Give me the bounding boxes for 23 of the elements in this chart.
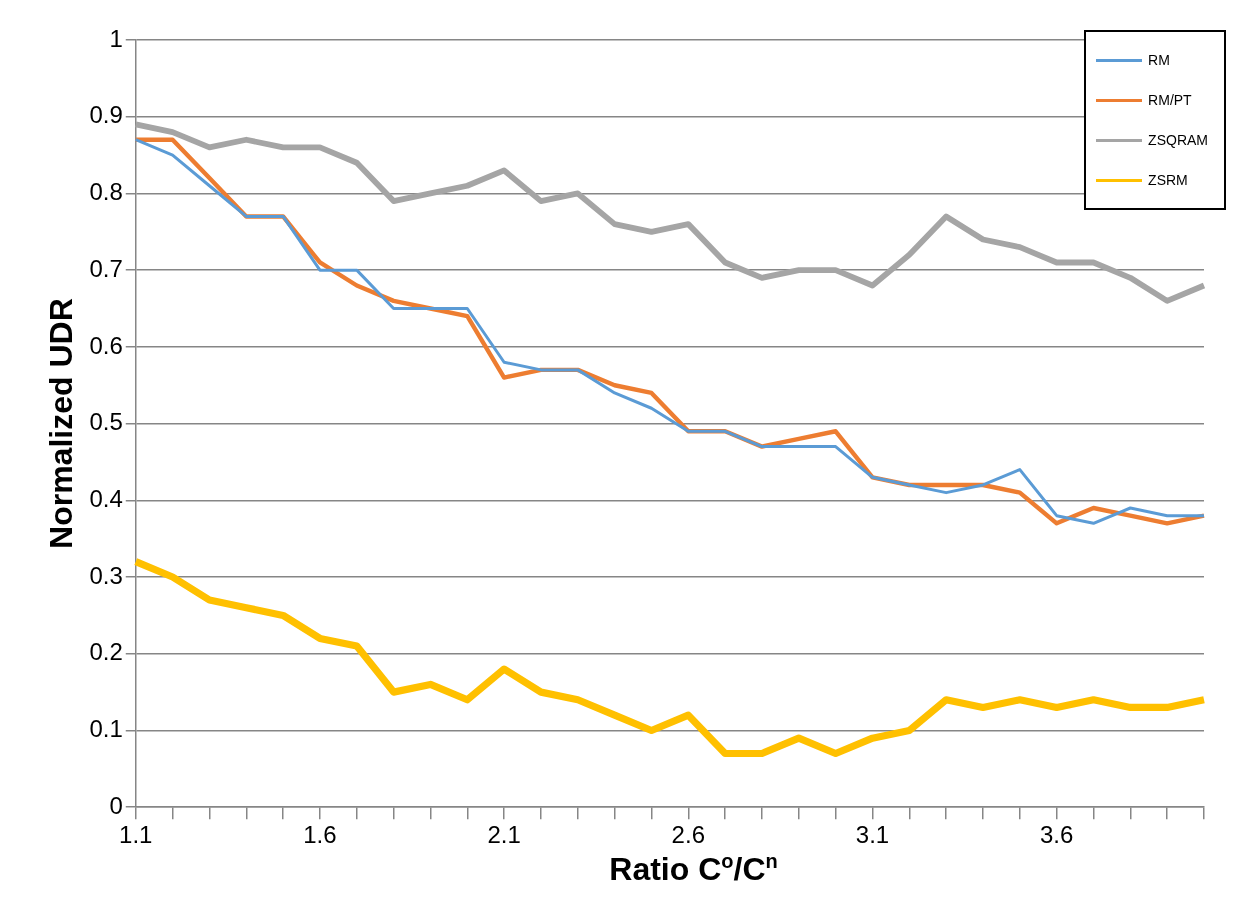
legend-label: ZSRM <box>1148 172 1188 188</box>
y-tick-label: 0.2 <box>89 638 123 666</box>
y-tick-label: 1 <box>109 24 123 52</box>
y-tick-label: 0.7 <box>89 254 123 282</box>
y-tick-label: 0.4 <box>89 484 123 512</box>
y-tick-label: 0.9 <box>89 101 123 129</box>
x-tick-label: 1.6 <box>303 821 337 849</box>
y-tick-label: 0.3 <box>89 561 123 589</box>
y-tick-label: 0.1 <box>89 715 123 743</box>
x-tick-label: 3.1 <box>855 821 890 849</box>
x-tick-label: 1.1 <box>119 821 153 849</box>
y-axis-title: Normalized UDR <box>43 298 80 549</box>
legend-label: ZSQRAM <box>1148 132 1208 148</box>
legend-label: RM/PT <box>1148 92 1192 108</box>
legend-label: RM <box>1148 52 1170 68</box>
y-tick-label: 0.5 <box>89 408 123 436</box>
y-tick-label: 0.8 <box>89 178 123 206</box>
x-axis-title: Ratio C$^{o}$/C$^{n}$ <box>608 850 779 888</box>
x-tick-label: 3.6 <box>1039 821 1074 849</box>
x-tick-label: 2.6 <box>671 821 705 849</box>
x-tick-label: 2.1 <box>487 821 521 849</box>
y-tick-label: 0 <box>109 791 123 819</box>
y-tick-label: 0.6 <box>89 331 123 359</box>
